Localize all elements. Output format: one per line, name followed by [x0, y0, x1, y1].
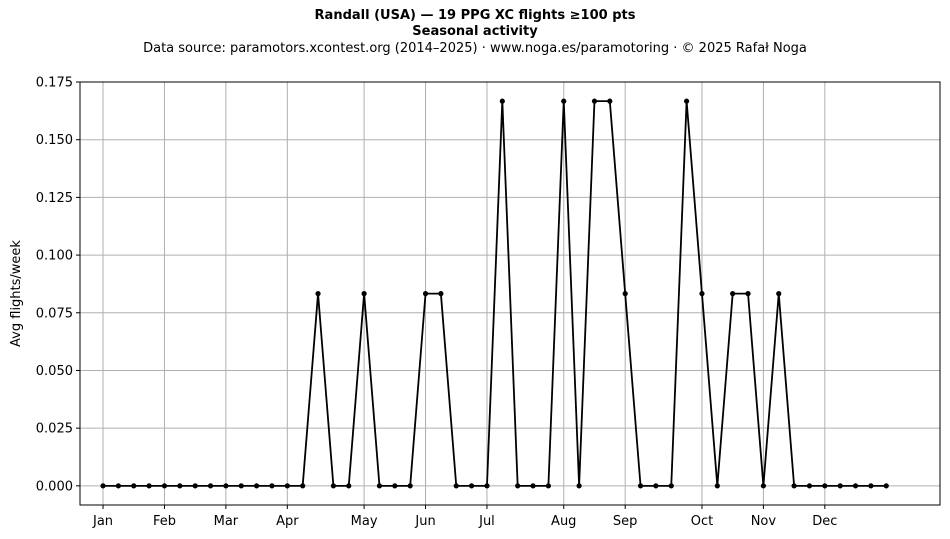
- data-point: [223, 483, 229, 489]
- data-point: [484, 483, 490, 489]
- data-point: [653, 483, 659, 489]
- data-point: [776, 291, 782, 297]
- data-point: [699, 291, 705, 297]
- y-tick-label: 0.075: [36, 306, 73, 321]
- y-tick-label: 0.175: [36, 76, 73, 91]
- data-point: [837, 483, 843, 489]
- data-point: [177, 483, 183, 489]
- data-point: [269, 483, 275, 489]
- chart-subtitle: Data source: paramotors.xcontest.org (20…: [143, 41, 807, 56]
- data-point: [131, 483, 137, 489]
- y-tick-label: 0.125: [36, 191, 73, 206]
- y-tick-label: 0.000: [36, 479, 73, 494]
- data-point: [868, 483, 874, 489]
- data-point: [361, 291, 367, 297]
- x-tick-label: Apr: [276, 514, 299, 529]
- x-tick-label: Mar: [214, 514, 239, 529]
- data-point: [576, 483, 582, 489]
- data-point: [207, 483, 214, 489]
- data-point: [637, 483, 644, 489]
- data-point: [315, 291, 321, 297]
- y-axis-label: Avg flights/week: [9, 240, 24, 347]
- x-tick-label: Jan: [92, 514, 113, 529]
- series-group: [100, 98, 889, 489]
- x-tick-label: Sep: [613, 514, 638, 529]
- data-point: [453, 483, 459, 489]
- data-point: [376, 483, 383, 489]
- x-tick-label: Jun: [414, 514, 435, 529]
- data-point: [100, 483, 106, 489]
- data-point: [515, 483, 521, 489]
- title-block: Randall (USA) — 19 PPG XC flights ≥100 p…: [0, 8, 950, 57]
- data-point: [499, 98, 505, 104]
- data-point: [161, 483, 168, 489]
- x-tick-label: May: [351, 514, 378, 529]
- data-point: [238, 483, 244, 489]
- x-axis: Jan Feb Mar Apr May Jun Jul Aug Sep Oct Nov Dec: [92, 505, 837, 529]
- y-tick-label: 0.025: [36, 422, 73, 437]
- data-point: [115, 483, 121, 489]
- data-point: [530, 483, 536, 489]
- y-tick-label: 0.150: [36, 133, 73, 148]
- data-point: [392, 483, 398, 489]
- data-point: [300, 483, 306, 489]
- data-point: [730, 291, 736, 297]
- x-tick-label: Aug: [551, 514, 576, 529]
- x-tick-label: Jul: [478, 514, 495, 529]
- data-point: [852, 483, 859, 489]
- data-point: [622, 291, 628, 297]
- data-point: [668, 483, 674, 489]
- data-point: [330, 483, 336, 489]
- chart-title: Randall (USA) — 19 PPG XC flights ≥100 p…: [314, 8, 636, 23]
- x-tick-label: Nov: [751, 514, 777, 529]
- y-axis: 0.000 0.025 0.050 0.075 0.100 0.125 0.150 0.175: [36, 76, 80, 494]
- data-point: [822, 483, 828, 489]
- y-tick-label: 0.100: [36, 249, 73, 264]
- x-tick-label: Feb: [153, 514, 176, 529]
- x-tick-label: Oct: [691, 514, 713, 529]
- data-point: [714, 483, 720, 489]
- data-point: [561, 98, 567, 104]
- data-point: [806, 483, 813, 489]
- data-point: [545, 483, 551, 489]
- data-point: [254, 483, 260, 489]
- data-point: [883, 483, 889, 489]
- data-point: [146, 483, 152, 489]
- data-point: [284, 483, 290, 489]
- x-tick-label: Dec: [812, 514, 837, 529]
- data-point: [407, 483, 413, 489]
- data-point: [760, 483, 766, 489]
- data-point: [607, 98, 613, 104]
- data-point: [346, 483, 352, 489]
- data-point: [469, 483, 475, 489]
- data-point: [745, 291, 751, 297]
- chart-title-secondary: Seasonal activity: [412, 24, 538, 39]
- data-point: [192, 483, 198, 489]
- data-point: [422, 291, 429, 297]
- data-point: [791, 483, 797, 489]
- data-point: [684, 98, 690, 104]
- series-line: [103, 100, 887, 487]
- plot-frame: [79, 81, 941, 506]
- data-point: [591, 98, 598, 104]
- y-tick-label: 0.050: [36, 364, 73, 379]
- data-point: [438, 291, 444, 297]
